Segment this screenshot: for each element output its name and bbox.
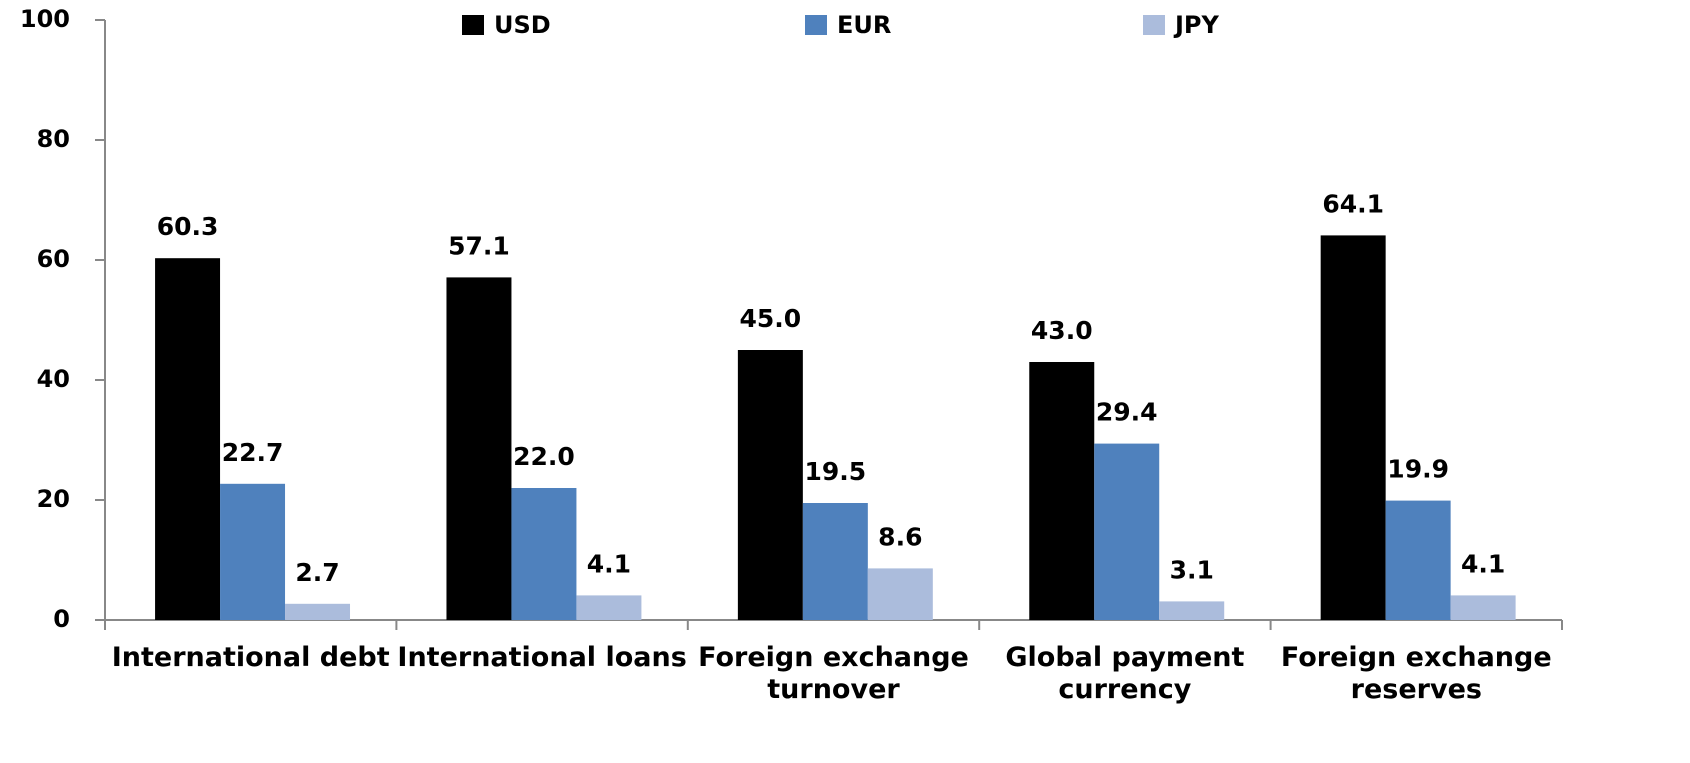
- y-tick-label: 60: [37, 245, 70, 273]
- data-label: 64.1: [1322, 189, 1384, 218]
- data-label: 8.6: [878, 522, 922, 551]
- bar: [155, 258, 221, 620]
- bar: [802, 503, 868, 620]
- y-tick-label: 100: [20, 5, 70, 33]
- bar: [220, 483, 286, 620]
- bar: [1385, 500, 1451, 620]
- data-label: 45.0: [740, 304, 802, 333]
- data-label: 29.4: [1096, 398, 1158, 427]
- bar: [1094, 443, 1160, 620]
- data-label: 19.5: [804, 457, 866, 486]
- data-label: 4.1: [587, 549, 631, 578]
- data-label: 19.9: [1387, 455, 1449, 484]
- data-label: 22.7: [222, 438, 284, 467]
- data-label: 3.1: [1170, 555, 1214, 584]
- bar: [1450, 595, 1516, 620]
- bar: [576, 595, 642, 620]
- y-tick-label: 20: [37, 485, 70, 513]
- bar: [737, 350, 803, 620]
- x-tick-label: Foreign exchange reserves: [1280, 642, 1552, 705]
- x-tick-label: Global payment currency: [1005, 642, 1245, 705]
- y-tick-label: 0: [53, 605, 70, 633]
- legend-swatch: [1143, 15, 1165, 35]
- bar: [446, 277, 512, 620]
- data-label: 43.0: [1031, 316, 1093, 345]
- legend-swatch: [462, 15, 484, 35]
- legend-swatch: [805, 15, 827, 35]
- data-label: 4.1: [1461, 549, 1505, 578]
- x-tick-label: International loans: [397, 642, 687, 673]
- x-tick-label: Foreign exchange turnover: [698, 642, 969, 705]
- data-label: 60.3: [157, 212, 219, 241]
- x-tick-label: International debt: [111, 642, 390, 673]
- y-tick-label: 80: [37, 125, 70, 153]
- legend-label: EUR: [837, 11, 891, 39]
- bar: [1320, 235, 1386, 620]
- bar: [285, 603, 351, 620]
- data-label: 57.1: [448, 231, 510, 260]
- bar: [511, 488, 577, 620]
- bar: [1029, 362, 1095, 620]
- legend-label: JPY: [1173, 11, 1220, 39]
- legend-label: USD: [494, 11, 551, 39]
- bar: [867, 568, 933, 620]
- data-label: 2.7: [295, 558, 339, 587]
- y-tick-label: 40: [37, 365, 70, 393]
- bar: [1159, 601, 1225, 620]
- data-label: 22.0: [513, 442, 575, 471]
